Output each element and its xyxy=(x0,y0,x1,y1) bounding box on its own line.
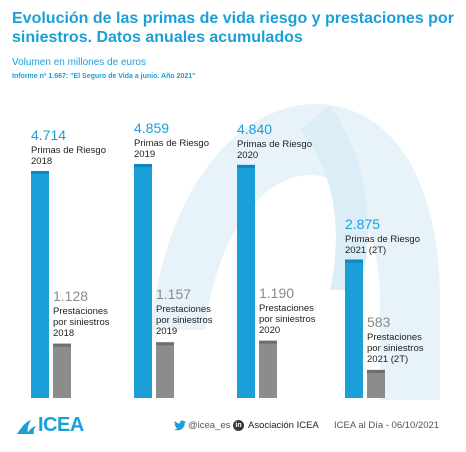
icea-logo: ICEA xyxy=(38,414,84,436)
bar-primas-2-cap xyxy=(237,164,255,168)
bar-prestaciones-0-cap xyxy=(53,343,71,347)
label-primas-3: Primas de Riesgo 2021 (2T) xyxy=(345,233,420,256)
background-shape-ribbon xyxy=(300,105,369,290)
bar-prestaciones-2-cap xyxy=(259,340,277,344)
bar-prestaciones-0 xyxy=(53,343,71,398)
bar-prestaciones-3 xyxy=(367,369,385,398)
value-prestaciones-0: 1.128 xyxy=(53,287,89,304)
bar-primas-0 xyxy=(31,170,49,398)
twitter-icon xyxy=(174,420,186,431)
bar-prestaciones-2 xyxy=(259,340,277,398)
bar-primas-3-cap xyxy=(345,259,363,263)
twitter-handle[interactable]: @icea_es xyxy=(188,420,231,431)
value-prestaciones-3: 583 xyxy=(367,313,391,330)
bar-primas-2 xyxy=(237,164,255,398)
value-prestaciones-2: 1.190 xyxy=(259,284,295,301)
label-primas-1: Primas de Riesgo 2019 xyxy=(134,138,209,160)
linkedin-icon: in xyxy=(233,420,244,431)
value-primas-3: 2.875 xyxy=(345,215,381,232)
bar-primas-3 xyxy=(345,259,363,398)
label-primas-0: Primas de Riesgo 2018 xyxy=(31,144,106,167)
value-primas-2: 4.840 xyxy=(237,120,273,137)
bar-primas-1-cap xyxy=(134,164,152,167)
chart-subtitle: Volumen en millones de euros xyxy=(12,57,146,68)
bar-primas-0-cap xyxy=(31,170,49,174)
bar-prestaciones-1-cap xyxy=(156,342,174,346)
linkedin-name[interactable]: Asociación ICEA xyxy=(248,420,319,431)
background-shape-arch xyxy=(150,104,440,400)
label-prestaciones-2: Prestaciones por siniestros 2020 xyxy=(259,302,316,336)
icea-logo-icon xyxy=(17,420,36,434)
chart-title: Evolución de las primas de vida riesgo y… xyxy=(12,10,454,46)
label-prestaciones-1: Prestaciones por siniestros 2019 xyxy=(156,304,213,338)
value-primas-0: 4.714 xyxy=(31,126,67,143)
footer-credit: ICEA al Día - 06/10/2021 xyxy=(334,420,440,431)
label-prestaciones-0: Prestaciones por siniestros 2018 xyxy=(53,305,110,339)
bar-primas-1 xyxy=(134,164,152,398)
bar-prestaciones-3-cap xyxy=(367,369,385,373)
bar-prestaciones-1 xyxy=(156,342,174,398)
value-primas-1: 4.859 xyxy=(134,120,170,136)
label-prestaciones-3: Prestaciones por siniestros 2021 (2T) xyxy=(367,331,424,365)
value-prestaciones-1: 1.157 xyxy=(156,286,192,303)
source-note: Informe nº 1.667: "El Seguro de Vida a j… xyxy=(12,73,196,80)
label-primas-2: Primas de Riesgo 2020 xyxy=(237,138,312,161)
